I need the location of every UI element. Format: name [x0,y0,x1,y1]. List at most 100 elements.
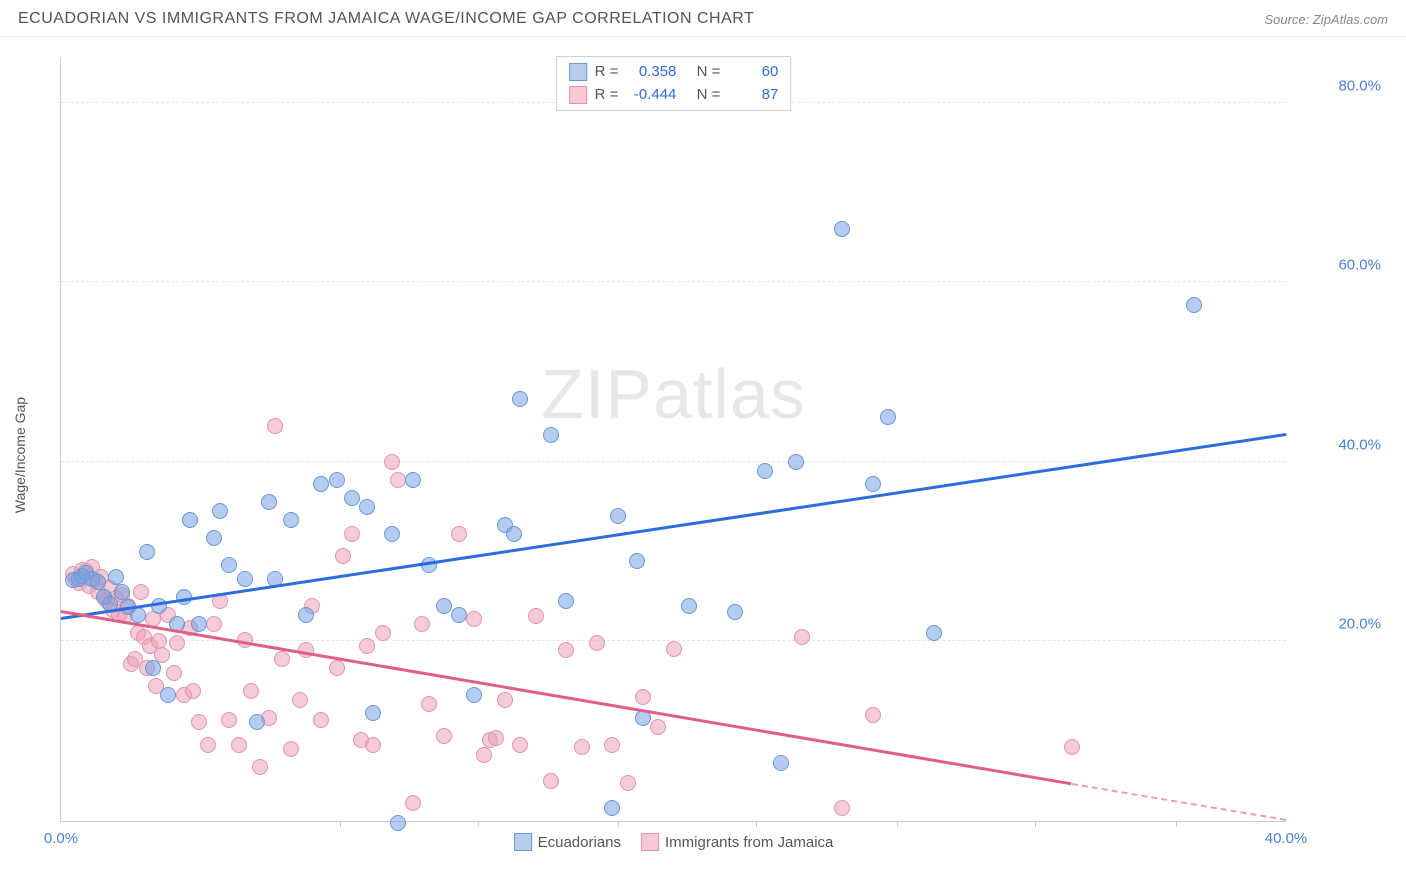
data-point [620,775,636,791]
legend-item-jamaica: Immigrants from Jamaica [641,833,833,851]
data-point [1064,739,1080,755]
data-point [139,544,155,560]
data-point [283,512,299,528]
data-point [589,635,605,651]
plot-wrap: Wage/Income Gap ZIPatlas R = 0.358 N = 6… [40,48,1396,862]
data-point [865,707,881,723]
stats-box: R = 0.358 N = 60 R = -0.444 N = 87 [556,56,792,111]
data-point [543,773,559,789]
data-point [476,747,492,763]
data-point [252,759,268,775]
data-point [436,598,452,614]
data-point [1186,297,1202,313]
x-tick-mark [340,821,341,827]
r-value-2: -0.444 [626,84,676,107]
data-point [384,454,400,470]
data-point [794,629,810,645]
data-point [274,651,290,667]
data-point [359,499,375,515]
data-point [313,712,329,728]
data-point [344,526,360,542]
data-point [405,795,421,811]
data-point [243,683,259,699]
data-point [834,221,850,237]
legend-item-ecuadorians: Ecuadorians [514,833,621,851]
data-point [375,625,391,641]
data-point [512,391,528,407]
legend-swatch-jamaica [641,833,659,851]
data-point [390,472,406,488]
watermark-atlas: atlas [653,355,806,433]
data-point [108,569,124,585]
data-point [182,512,198,528]
data-point [451,607,467,623]
chart-title: ECUADORIAN VS IMMIGRANTS FROM JAMAICA WA… [18,10,754,28]
data-point [604,737,620,753]
trend-line [61,610,1072,785]
data-point [421,557,437,573]
n-label-1: N = [697,61,721,84]
data-point [506,526,522,542]
data-point [757,463,773,479]
data-point [145,660,161,676]
source-label: Source: ZipAtlas.com [1264,12,1388,27]
stats-row-2: R = -0.444 N = 87 [569,84,779,107]
data-point [206,530,222,546]
data-point [231,737,247,753]
swatch-jamaica [569,86,587,104]
data-point [200,737,216,753]
data-point [880,409,896,425]
data-point [221,557,237,573]
data-point [666,641,682,657]
data-point [344,490,360,506]
swatch-ecuadorians [569,63,587,81]
data-point [650,719,666,735]
data-point [865,476,881,492]
legend-label-ecuadorians: Ecuadorians [538,834,621,851]
data-point [773,755,789,771]
data-point [610,508,626,524]
data-point [237,571,253,587]
n-label-2: N = [697,84,721,107]
data-point [543,427,559,443]
data-point [221,712,237,728]
data-point [185,683,201,699]
data-point [267,418,283,434]
data-point [574,739,590,755]
data-point [166,665,182,681]
data-point [365,705,381,721]
x-tick-mark [1176,821,1177,827]
data-point [298,607,314,623]
y-axis-label: Wage/Income Gap [12,397,28,513]
legend-bottom: Ecuadorians Immigrants from Jamaica [514,833,834,851]
data-point [212,503,228,519]
data-point [604,800,620,816]
data-point [681,598,697,614]
data-point [365,737,381,753]
plot-area: ZIPatlas R = 0.358 N = 60 R = -0.444 N =… [60,58,1286,822]
data-point [384,526,400,542]
data-point [292,692,308,708]
data-point [466,687,482,703]
grid-line [61,281,1286,282]
data-point [727,604,743,620]
data-point [926,625,942,641]
x-tick-mark [897,821,898,827]
data-point [133,584,149,600]
legend-label-jamaica: Immigrants from Jamaica [665,834,833,851]
legend-swatch-ecuadorians [514,833,532,851]
x-tick-label: 0.0% [44,830,78,847]
data-point [206,616,222,632]
data-point [114,584,130,600]
data-point [414,616,430,632]
watermark: ZIPatlas [541,354,806,434]
r-value-1: 0.358 [626,61,676,84]
y-tick-label: 60.0% [1301,257,1381,274]
x-tick-mark [1035,821,1036,827]
data-point [405,472,421,488]
data-point [421,696,437,712]
data-point [436,728,452,744]
y-tick-label: 40.0% [1301,436,1381,453]
x-tick-mark [618,821,619,827]
x-tick-label: 40.0% [1265,830,1308,847]
